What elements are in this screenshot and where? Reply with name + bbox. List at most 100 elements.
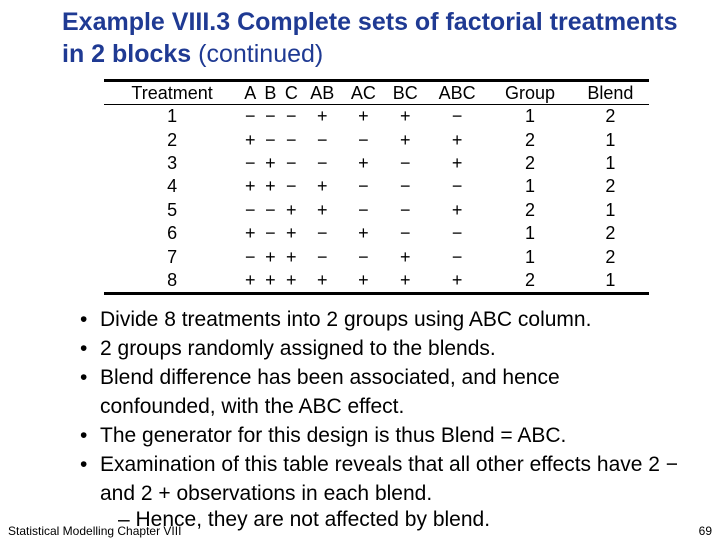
bullet-text: Divide 8 treatments into 2 groups using …	[100, 308, 592, 331]
table-cell: −	[399, 176, 411, 197]
table-cell: +	[317, 176, 328, 197]
header-abc: ABC	[438, 83, 476, 103]
bullet-item: • Examination of this table reveals that …	[80, 450, 680, 508]
table-cell: 7	[167, 246, 178, 267]
table-cell: +	[399, 269, 411, 290]
table-cell: +	[265, 152, 276, 173]
table-cell: +	[358, 269, 369, 290]
slide-title-main: Example VIII.3 Complete sets of factoria…	[62, 8, 678, 68]
table-cell: 2	[167, 129, 178, 150]
header-c: C	[284, 83, 298, 103]
table-cell: 1	[167, 106, 178, 127]
table-row: 4 + + − + − − −1 2	[104, 175, 649, 198]
table-cell: 2	[524, 152, 535, 173]
table-cell: +	[286, 269, 297, 290]
header-a: A	[244, 83, 257, 103]
table-cell: +	[358, 152, 369, 173]
table-top-rule	[104, 79, 649, 82]
table-cell: 4	[167, 176, 178, 197]
table-cell: −	[358, 199, 369, 220]
table-cell: −	[265, 106, 276, 127]
table-cell: 2	[524, 269, 535, 290]
table-cell: −	[399, 223, 411, 244]
table-cell: −	[245, 246, 256, 267]
page-number: 69	[698, 524, 712, 538]
table-cell: 2	[524, 199, 535, 220]
table-cell: 1	[524, 106, 535, 127]
bullet-item: • The generator for this design is thus B…	[80, 421, 680, 450]
table-cell: −	[358, 246, 369, 267]
table-cell: 2	[605, 223, 616, 244]
table-cell: −	[286, 176, 297, 197]
header-blend: Blend	[587, 83, 634, 103]
bullet-dot: •	[80, 308, 88, 331]
table-cell: +	[286, 246, 297, 267]
table-cell: −	[399, 152, 411, 173]
bullet-item: • 2 groups randomly assigned to the blend…	[80, 334, 680, 363]
table-cell: −	[265, 223, 276, 244]
table-cell: 3	[167, 152, 178, 173]
table-row: 6 + − + − + − −1 2	[104, 222, 649, 245]
table-body: 1− − − + + + −1 2 2 + − − − − + +2 1 3− + − − + − +2 1 4 + + − + − − −1 2…	[104, 105, 649, 292]
table-cell: −	[265, 129, 276, 150]
bullet-dot: •	[80, 366, 88, 389]
table-cell: −	[286, 129, 297, 150]
table-header-rule	[104, 104, 649, 105]
table-cell: +	[451, 269, 463, 290]
table-cell: −	[245, 106, 256, 127]
table-cell: −	[317, 152, 328, 173]
bullet-dot: •	[80, 424, 88, 447]
slide-title: Example VIII.3 Complete sets of factoria…	[62, 6, 682, 70]
table-cell: +	[358, 223, 369, 244]
bullet-dot: •	[80, 453, 88, 476]
header-treatment: Treatment	[131, 83, 213, 103]
table-header-row: Treatment A B C AB AC BC ABC Group Blend	[104, 82, 649, 104]
footer-label: Statistical Modelling Chapter VIII	[8, 524, 182, 538]
table-cell: −	[317, 246, 328, 267]
table-cell: +	[317, 106, 328, 127]
table-cell: +	[451, 129, 463, 150]
bullet-text: The generator for this design is thus Bl…	[100, 424, 567, 447]
table-cell: −	[451, 223, 463, 244]
table-cell: +	[399, 106, 411, 127]
table-cell: 2	[605, 246, 616, 267]
table-cell: +	[399, 246, 411, 267]
table-row: 1− − − + + + −1 2	[104, 105, 649, 128]
table-cell: 2	[605, 106, 616, 127]
header-group: Group	[504, 83, 555, 103]
table-cell: −	[451, 176, 463, 197]
table-cell: 2	[524, 129, 535, 150]
sub-bullet: – Hence, they are not affected by blend.	[118, 508, 491, 531]
table-cell: 1	[605, 129, 616, 150]
table-cell: +	[317, 199, 328, 220]
bullet-item: • Divide 8 treatments into 2 groups using…	[80, 305, 680, 334]
table-cell: 1	[605, 269, 616, 290]
header-bc: BC	[392, 83, 418, 103]
table-cell: +	[451, 152, 463, 173]
table-cell: +	[451, 199, 463, 220]
table-row: 3− + − − + − +2 1	[104, 152, 649, 175]
table-row: 7− + + − − + −1 2	[104, 245, 649, 268]
table-cell: +	[245, 129, 256, 150]
table-cell: +	[265, 176, 276, 197]
table-cell: −	[317, 223, 328, 244]
table-row: 5− − + + − − +2 1	[104, 199, 649, 222]
table-cell: −	[245, 199, 256, 220]
table-cell: +	[245, 223, 256, 244]
table-cell: −	[245, 152, 256, 173]
header-ab: AB	[310, 83, 335, 103]
bullet-list: • Divide 8 treatments into 2 groups using…	[80, 305, 680, 508]
header-b: B	[264, 83, 277, 103]
table-cell: 1	[524, 246, 535, 267]
table-cell: 6	[167, 223, 178, 244]
bullet-text: Examination of this table reveals that a…	[100, 453, 679, 505]
table-cell: 8	[167, 269, 178, 290]
table-cell: +	[399, 129, 411, 150]
table-cell: −	[317, 129, 328, 150]
table-cell: +	[265, 246, 276, 267]
table-row: 2 + − − − − + +2 1	[104, 128, 649, 151]
table-cell: 2	[605, 176, 616, 197]
table-cell: 5	[167, 199, 178, 220]
table-cell: −	[451, 246, 463, 267]
table-row: 8 + + + + + + +2 1	[104, 269, 649, 292]
